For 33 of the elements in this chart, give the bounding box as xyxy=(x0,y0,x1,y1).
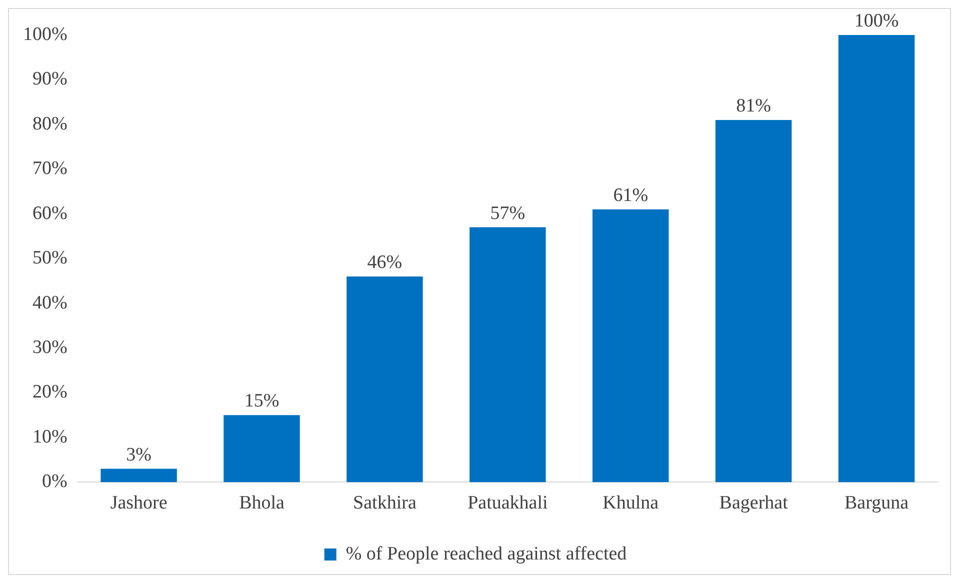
data-label: 61% xyxy=(613,184,648,206)
x-tick-label: Barguna xyxy=(844,492,910,514)
bar xyxy=(224,415,300,482)
x-tick-label: Bagerhat xyxy=(719,492,789,514)
y-tick-label: 30% xyxy=(32,337,68,358)
x-tick-label: Khulna xyxy=(602,492,660,514)
y-tick-label: 100% xyxy=(23,24,68,45)
y-tick-label: 40% xyxy=(32,292,68,314)
bar xyxy=(838,35,915,482)
bar xyxy=(470,227,546,482)
y-tick-label: 90% xyxy=(32,68,68,90)
y-tick-label: 0% xyxy=(42,471,68,492)
y-tick-label: 60% xyxy=(32,202,68,224)
bar xyxy=(346,276,423,482)
x-tick-label: Jashore xyxy=(110,492,168,514)
y-tick-label: 80% xyxy=(32,113,68,134)
y-tick-label: 20% xyxy=(32,382,68,403)
data-label: 3% xyxy=(126,444,152,466)
data-label: 100% xyxy=(854,10,899,32)
bar xyxy=(100,468,177,482)
data-label: 57% xyxy=(490,202,526,224)
x-tick-label: Patuakhali xyxy=(468,492,548,514)
bar xyxy=(592,209,669,482)
y-tick-label: 10% xyxy=(32,426,68,448)
data-label: 81% xyxy=(736,95,772,116)
x-tick-label: Bhola xyxy=(239,492,286,514)
data-label: 46% xyxy=(367,252,402,273)
data-label: 15% xyxy=(244,390,280,412)
y-tick-label: 70% xyxy=(32,158,68,180)
x-tick-label: Satkhira xyxy=(353,492,417,514)
y-tick-label: 50% xyxy=(32,248,68,269)
bar xyxy=(715,120,792,482)
legend-label: % of People reached against affected xyxy=(346,543,628,564)
